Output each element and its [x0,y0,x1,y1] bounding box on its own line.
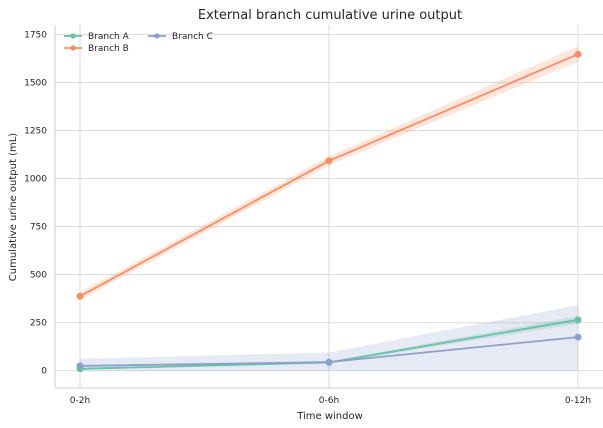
legend-label: Branch B [88,44,129,54]
branch-b-point [325,157,333,165]
legend-item-branch-a: Branch A [64,32,130,42]
grid [54,25,603,389]
branch-c-band [80,305,578,371]
legend-swatch-marker [70,45,76,51]
legend-swatch-marker [70,33,76,39]
chart-title: External branch cumulative urine output [198,8,462,23]
branch-b-point [76,292,84,300]
legend: Branch A Branch B Branch C [64,32,213,54]
branch-b-band [80,46,578,301]
series-points [76,50,582,373]
legend-item-branch-c: Branch C [148,32,213,42]
y-tick-label: 1000 [24,175,47,185]
branch-c-point [76,362,84,370]
y-tick-label: 1500 [24,79,47,89]
branch-a-point [574,316,582,324]
x-tick-label: 0-2h [70,396,90,406]
y-tick-label: 1250 [24,127,47,137]
branch-c-point [325,358,333,366]
legend-swatch-marker [154,33,160,39]
y-tick-label: 1750 [24,31,47,41]
branch-b-point [574,50,582,58]
x-axis-label: Time window [296,411,363,422]
x-tick-label: 0-12h [565,396,591,406]
y-tick-label: 250 [30,319,47,329]
tick-labels: 0 250 500 750 1000 1250 1500 1750 0-2h 0-6h 0-12h [24,31,591,406]
confidence-bands [80,46,578,371]
branch-c-point [574,333,582,341]
x-tick-label: 0-6h [319,396,339,406]
y-tick-label: 500 [30,271,47,281]
y-tick-label: 0 [41,367,47,377]
y-tick-label: 750 [30,223,47,233]
legend-label: Branch A [88,32,130,42]
y-axis-label: Cumulative urine output (mL) [8,133,19,282]
legend-item-branch-b: Branch B [64,44,129,54]
legend-label: Branch C [172,32,213,42]
